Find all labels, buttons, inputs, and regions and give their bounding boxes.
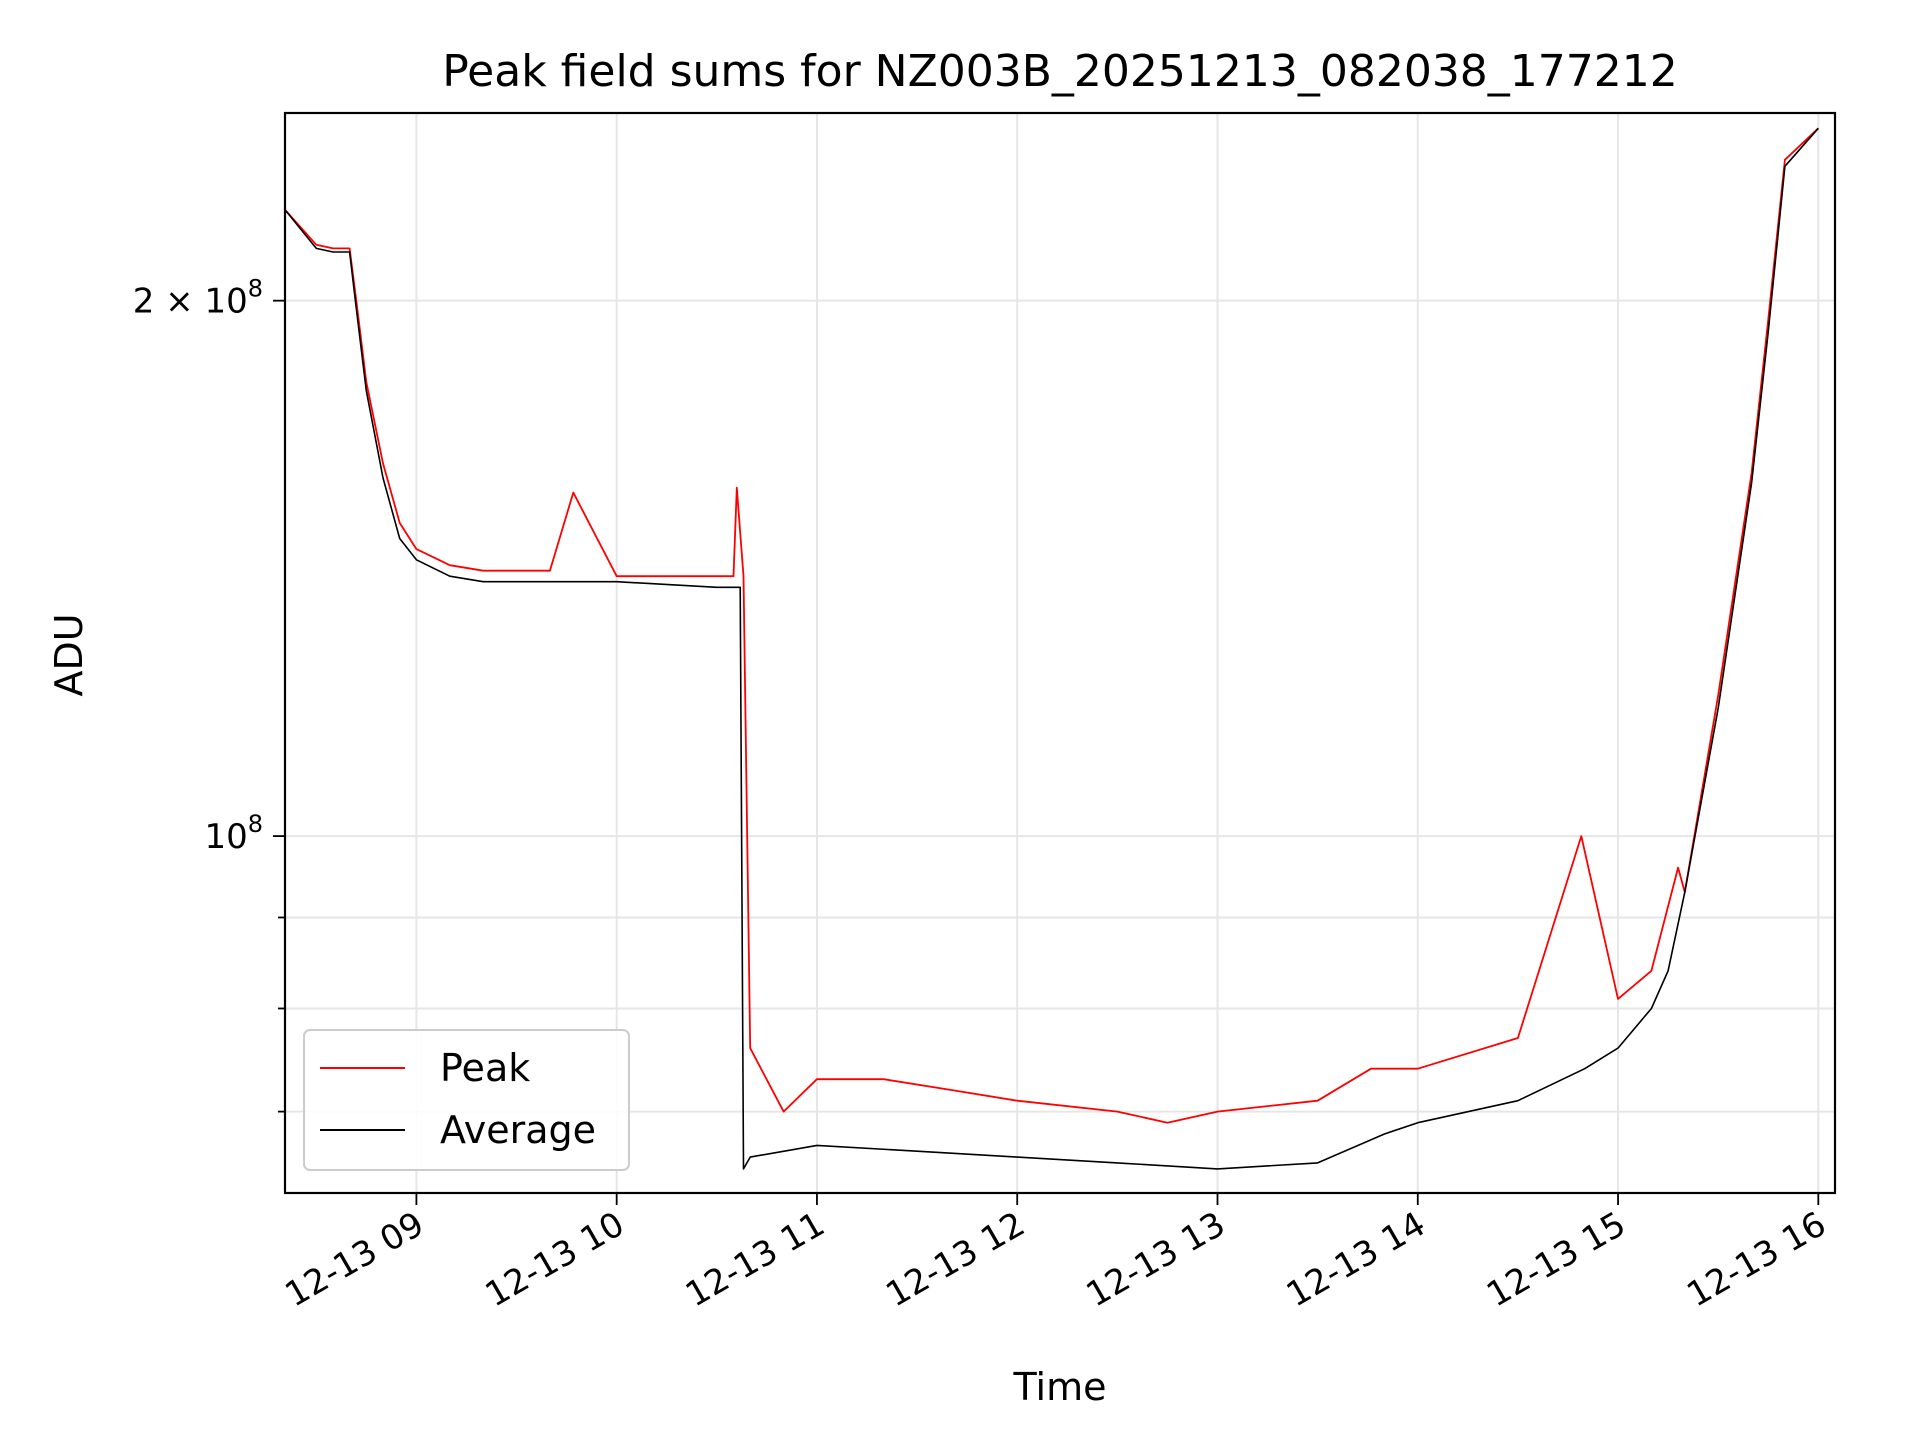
y-tick-label-exponent: 8 [248, 275, 263, 303]
y-axis-label: ADU [47, 613, 91, 696]
plot-lines [284, 127, 1819, 1170]
legend: Peak Average [303, 1029, 630, 1171]
legend-label-peak: Peak [440, 1046, 530, 1090]
chart-title: Peak field sums for NZ003B_20251213_0820… [442, 46, 1678, 97]
series-line-average [284, 127, 1819, 1170]
legend-box [303, 1029, 630, 1171]
y-tick-label: 2 × 108 [133, 275, 263, 322]
series-line-peak [284, 127, 1819, 1124]
y-tick-label: 108 [204, 810, 263, 857]
plot-frame [283, 111, 1837, 1195]
x-axis-label: Time [1013, 1365, 1107, 1409]
y-tick-label-base: 2 × 10 [133, 282, 248, 322]
y-tick-label-base: 10 [204, 817, 247, 857]
y-tick-label-exponent: 8 [248, 810, 263, 838]
legend-label-average: Average [440, 1108, 596, 1152]
